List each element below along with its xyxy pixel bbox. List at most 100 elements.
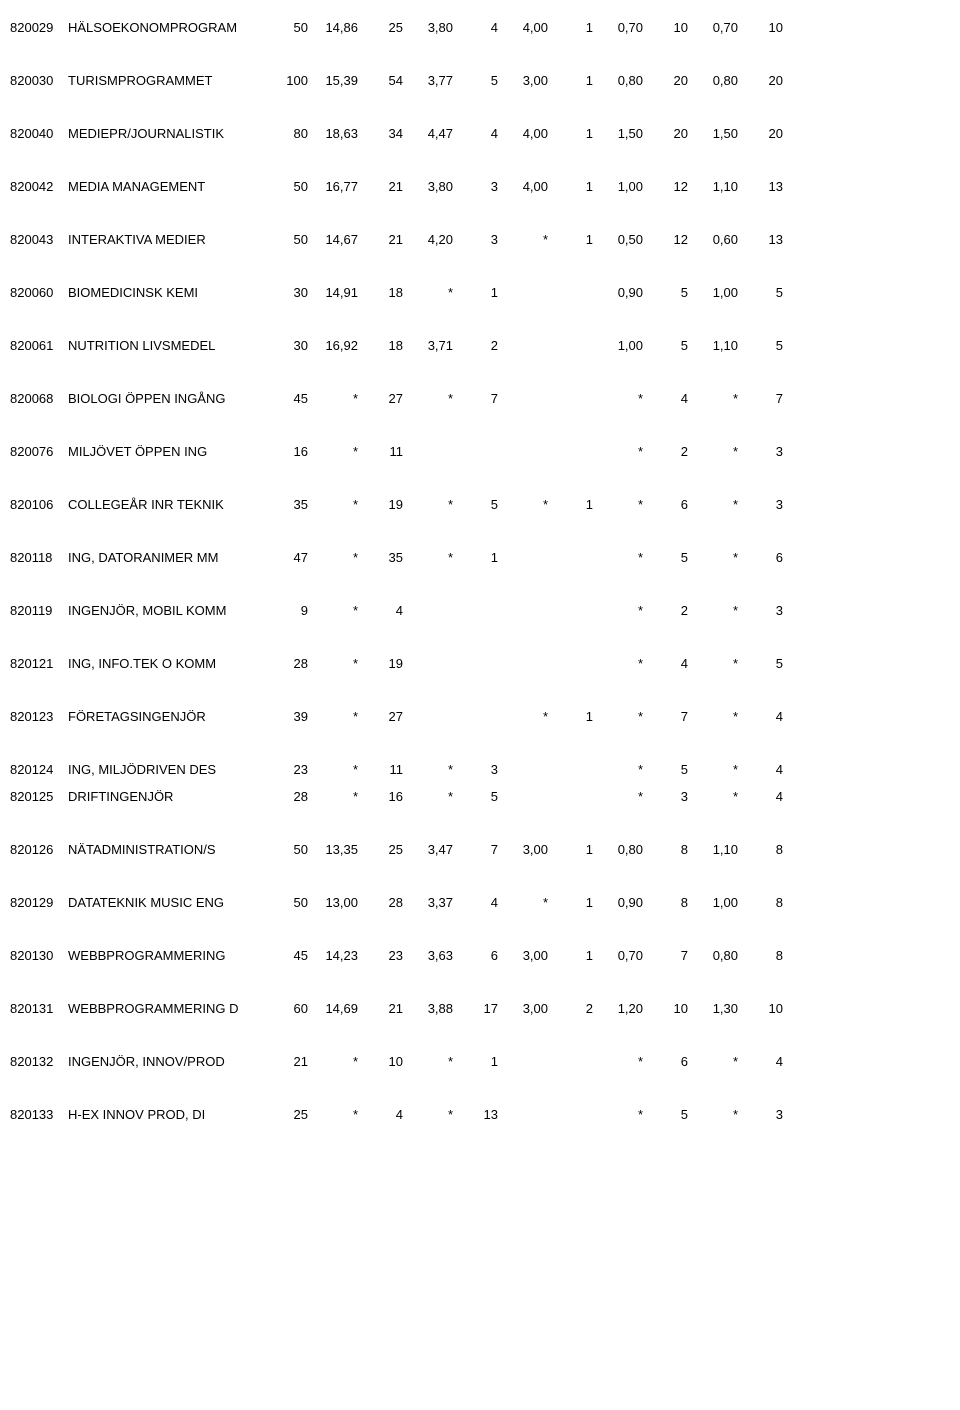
- table-row: 820129DATATEKNIK MUSIC ENG5013,00283,374…: [10, 895, 950, 910]
- cell-c6: *: [498, 895, 548, 910]
- cell-c10: 0,70: [688, 20, 738, 35]
- cell-c1: 60: [263, 1001, 308, 1016]
- cell-c2: *: [308, 709, 358, 724]
- cell-c7: 1: [548, 232, 593, 247]
- cell-c9: 7: [643, 709, 688, 724]
- cell-c8: *: [593, 391, 643, 406]
- table-row: 820126NÄTADMINISTRATION/S5013,35253,4773…: [10, 842, 950, 857]
- cell-c6: *: [498, 497, 548, 512]
- cell-c4: 3,71: [403, 338, 453, 353]
- table-row: 820030TURISMPROGRAMMET10015,39543,7753,0…: [10, 73, 950, 88]
- cell-c9: 5: [643, 285, 688, 300]
- row-code: 820132: [10, 1054, 68, 1069]
- cell-c11: 4: [738, 789, 783, 804]
- cell-c10: *: [688, 789, 738, 804]
- row-code: 820131: [10, 1001, 68, 1016]
- cell-c10: 1,10: [688, 338, 738, 353]
- cell-c2: *: [308, 550, 358, 565]
- cell-c4: 3,63: [403, 948, 453, 963]
- cell-c1: 23: [263, 762, 308, 777]
- cell-c1: 47: [263, 550, 308, 565]
- cell-c2: 14,86: [308, 20, 358, 35]
- cell-c9: 5: [643, 338, 688, 353]
- row-code: 820121: [10, 656, 68, 671]
- cell-c4: 4,20: [403, 232, 453, 247]
- cell-c11: 3: [738, 603, 783, 618]
- cell-c2: *: [308, 391, 358, 406]
- row-name: MILJÖVET ÖPPEN ING: [68, 444, 263, 459]
- cell-c1: 50: [263, 232, 308, 247]
- cell-c2: 14,67: [308, 232, 358, 247]
- row-name: ING, MILJÖDRIVEN DES: [68, 762, 263, 777]
- cell-c8: *: [593, 603, 643, 618]
- cell-c10: 1,10: [688, 842, 738, 857]
- table-row: 820123FÖRETAGSINGENJÖR39*27*1*7*4: [10, 709, 950, 724]
- cell-c8: 1,00: [593, 179, 643, 194]
- cell-c8: 0,70: [593, 948, 643, 963]
- cell-c1: 100: [263, 73, 308, 88]
- cell-c2: 16,92: [308, 338, 358, 353]
- cell-c7: 1: [548, 709, 593, 724]
- cell-c4: 4,47: [403, 126, 453, 141]
- cell-c11: 3: [738, 1107, 783, 1122]
- cell-c8: 0,90: [593, 895, 643, 910]
- table-row: 820042MEDIA MANAGEMENT5016,77213,8034,00…: [10, 179, 950, 194]
- table-row: 820131WEBBPROGRAMMERING D6014,69213,8817…: [10, 1001, 950, 1016]
- cell-c6: 3,00: [498, 948, 548, 963]
- cell-c1: 50: [263, 842, 308, 857]
- cell-c3: 19: [358, 656, 403, 671]
- cell-c1: 16: [263, 444, 308, 459]
- table-row: 820043INTERAKTIVA MEDIER5014,67214,203*1…: [10, 232, 950, 247]
- cell-c9: 7: [643, 948, 688, 963]
- cell-c7: 1: [548, 20, 593, 35]
- cell-c3: 18: [358, 285, 403, 300]
- cell-c5: 3: [453, 762, 498, 777]
- cell-c11: 4: [738, 762, 783, 777]
- table-row: 820125DRIFTINGENJÖR28*16*5*3*4: [10, 789, 950, 804]
- cell-c9: 20: [643, 73, 688, 88]
- cell-c3: 35: [358, 550, 403, 565]
- cell-c9: 5: [643, 762, 688, 777]
- cell-c4: 3,77: [403, 73, 453, 88]
- cell-c6: 4,00: [498, 179, 548, 194]
- cell-c3: 25: [358, 842, 403, 857]
- row-code: 820030: [10, 73, 68, 88]
- cell-c2: 14,91: [308, 285, 358, 300]
- row-code: 820068: [10, 391, 68, 406]
- row-name: MEDIA MANAGEMENT: [68, 179, 263, 194]
- cell-c9: 8: [643, 842, 688, 857]
- cell-c9: 6: [643, 1054, 688, 1069]
- cell-c8: 0,80: [593, 842, 643, 857]
- row-code: 820040: [10, 126, 68, 141]
- cell-c11: 5: [738, 285, 783, 300]
- cell-c5: 1: [453, 285, 498, 300]
- row-name: INGENJÖR, MOBIL KOMM: [68, 603, 263, 618]
- row-code: 820129: [10, 895, 68, 910]
- cell-c8: 1,00: [593, 338, 643, 353]
- cell-c1: 28: [263, 656, 308, 671]
- table-row: 820029HÄLSOEKONOMPROGRAM5014,86253,8044,…: [10, 20, 950, 35]
- row-name: DRIFTINGENJÖR: [68, 789, 263, 804]
- cell-c2: *: [308, 789, 358, 804]
- cell-c8: 1,50: [593, 126, 643, 141]
- cell-c9: 20: [643, 126, 688, 141]
- row-code: 820130: [10, 948, 68, 963]
- cell-c5: 6: [453, 948, 498, 963]
- cell-c7: 1: [548, 948, 593, 963]
- cell-c1: 9: [263, 603, 308, 618]
- cell-c11: 8: [738, 842, 783, 857]
- cell-c11: 20: [738, 73, 783, 88]
- cell-c6: *: [498, 232, 548, 247]
- row-code: 820123: [10, 709, 68, 724]
- cell-c7: 1: [548, 497, 593, 512]
- table-row: 820130WEBBPROGRAMMERING4514,23233,6363,0…: [10, 948, 950, 963]
- cell-c3: 27: [358, 709, 403, 724]
- row-code: 820060: [10, 285, 68, 300]
- cell-c3: 11: [358, 444, 403, 459]
- row-code: 820043: [10, 232, 68, 247]
- row-name: ING, DATORANIMER MM: [68, 550, 263, 565]
- cell-c11: 8: [738, 948, 783, 963]
- cell-c5: 5: [453, 789, 498, 804]
- row-code: 820126: [10, 842, 68, 857]
- cell-c10: *: [688, 656, 738, 671]
